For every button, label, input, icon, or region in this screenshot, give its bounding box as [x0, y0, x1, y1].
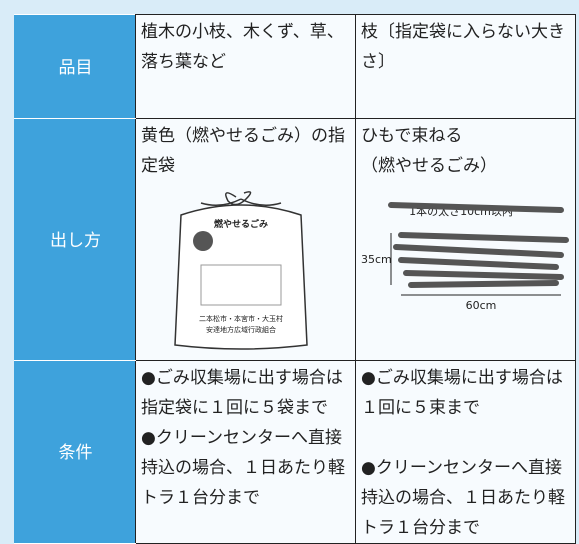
bag-illustration: 燃やせるごみ 二本松市・本宮市・大玉村 安達地方広域行政組合 — [174, 191, 308, 350]
cell-text: ●ごみ収集場に出す場合は１回に５束まで — [361, 368, 563, 418]
cell-text: 枝〔指定袋に入らない大きさ〕 — [361, 22, 565, 72]
cell: ひもで束ねる （燃やせるごみ） 1本の太さ10cm以内 35cm 60cm — [355, 118, 576, 361]
branch-length: 60cm — [466, 299, 497, 312]
row: 品目 植木の小枝、木くず、草、落ち葉など 枝〔指定袋に入らない大きさ〕 — [14, 14, 576, 119]
cell: ●ごみ収集場に出す場合は指定袋に１回に５袋まで ●クリーンセンターへ直接持込の場合… — [135, 360, 356, 544]
bag-cities: 二本松市・本宮市・大玉村 — [199, 314, 283, 323]
row-header: 出し方 — [14, 118, 136, 361]
row: 出し方 黄色（燃やせるごみ）の指定袋 燃やせるごみ 二本松市・本宮市・大玉村 安… — [14, 118, 576, 361]
cell-text: ひもで束ねる — [361, 126, 463, 146]
cell-text: ●ごみ収集場に出す場合は指定袋に１回に５袋まで — [141, 368, 343, 418]
info-table: 品目 植木の小枝、木くず、草、落ち葉など 枝〔指定袋に入らない大きさ〕 出し方 … — [14, 14, 576, 544]
cell: 黄色（燃やせるごみ）の指定袋 燃やせるごみ 二本松市・本宮市・大玉村 安達地方広… — [135, 118, 356, 361]
cell: ●ごみ収集場に出す場合は１回に５束まで ●クリーンセンターへ直接持込の場合、１日あ… — [355, 360, 576, 544]
cell-text: ●クリーンセンターへ直接持込の場合、１日あたり軽トラ１台分まで — [361, 458, 565, 538]
cell: 植木の小枝、木くず、草、落ち葉など — [135, 14, 356, 119]
row: 条件 ●ごみ収集場に出す場合は指定袋に１回に５袋まで ●クリーンセンターへ直接持込… — [14, 360, 576, 544]
cell-text: ●クリーンセンターへ直接持込の場合、１日あたり軽トラ１台分まで — [141, 428, 345, 508]
page: 品目 植木の小枝、木くず、草、落ち葉など 枝〔指定袋に入らない大きさ〕 出し方 … — [14, 14, 576, 544]
cell-text: （燃やせるごみ） — [361, 156, 497, 176]
branch-height: 35cm — [361, 253, 392, 266]
row-header: 品目 — [14, 14, 136, 119]
cell-text: 黄色（燃やせるごみ）の指定袋 — [141, 126, 345, 176]
row-header: 条件 — [14, 360, 136, 544]
bag-org: 安達地方広域行政組合 — [206, 325, 276, 334]
cell-text: 植木の小枝、木くず、草、落ち葉など — [141, 22, 344, 72]
bag-title: 燃やせるごみ — [214, 218, 268, 230]
branches-illustration: 1本の太さ10cm以内 35cm 60cm — [361, 202, 569, 312]
cell: 枝〔指定袋に入らない大きさ〕 — [355, 14, 576, 119]
